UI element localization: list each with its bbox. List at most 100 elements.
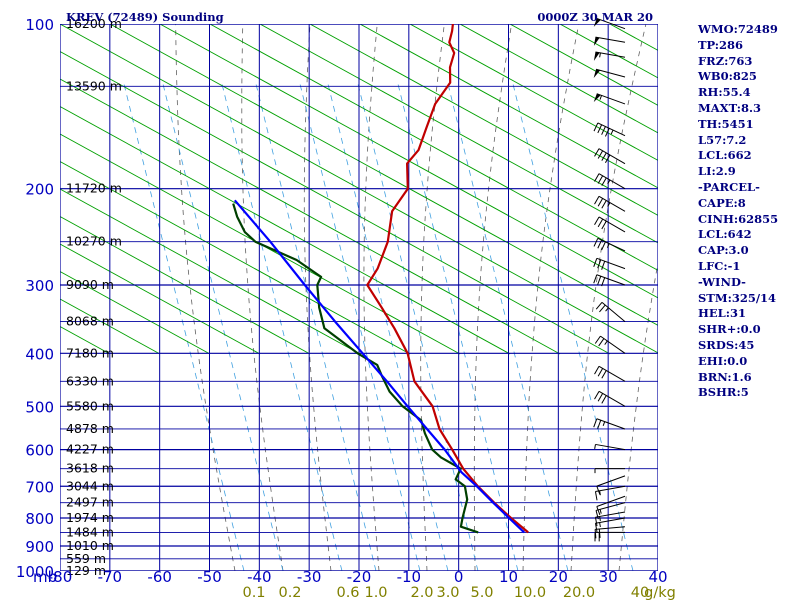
height-label: 4227 m (66, 442, 114, 457)
barb-flag (597, 150, 604, 159)
mixing-ratio-label: 0.1 (242, 585, 265, 600)
barb-half-flag (610, 129, 614, 135)
index-line: STM:325/14 (698, 290, 777, 305)
barb-flag (601, 395, 607, 404)
index-line: BSHR:5 (698, 385, 749, 400)
barb-flag (601, 200, 607, 209)
mixing-ratio-label: 0.6 (336, 585, 359, 600)
chart-time: 0000Z 30 MAR 20 (537, 10, 653, 24)
chart-station-title: KREV (72489) Sounding (66, 10, 224, 24)
temperature-tick-label: -50 (197, 568, 222, 586)
wind-barb (593, 257, 626, 270)
pressure-tick-label: 200 (25, 181, 54, 199)
barb-flag (594, 196, 600, 205)
pressure-tick-label: 400 (25, 345, 54, 363)
height-label: 13590 m (66, 78, 122, 93)
dry-adiabat (60, 24, 658, 354)
barb-flag (601, 220, 607, 230)
height-label: 4878 m (66, 421, 114, 436)
wind-barb (594, 511, 626, 527)
barb-staff (598, 195, 626, 212)
index-line: SHR+:0.0 (698, 322, 761, 337)
height-label: 559 m (66, 551, 106, 566)
dry-adiabat (60, 353, 61, 354)
barb-flag (594, 391, 600, 400)
stability-indices-panel: WMO:72489 TP:286 FRZ:763 WB0:825 RH:55.4 MAXT… (698, 22, 798, 401)
pressure-tick-label: 600 (25, 442, 54, 460)
mixing-ratio-label: 0.2 (278, 585, 301, 600)
barb-flag (597, 393, 604, 402)
barb-half-flag (605, 307, 609, 312)
barb-half-flag (599, 516, 601, 521)
barb-flag (594, 517, 598, 527)
barb-pennant (593, 37, 600, 46)
wind-barb (593, 68, 626, 78)
barb-flag (593, 274, 598, 284)
dry-adiabat (60, 270, 211, 355)
wind-barb (593, 36, 626, 46)
height-label: 3618 m (66, 461, 114, 476)
height-label: 9090 m (66, 277, 114, 292)
barb-flag (598, 338, 605, 347)
wind-barb (594, 148, 626, 165)
barb-flag (599, 304, 606, 313)
dry-adiabat (309, 24, 658, 216)
barb-flag (596, 485, 601, 495)
index-line: TP:286 (698, 37, 744, 52)
index-line: -PARCEL- (698, 179, 760, 194)
barb-flag (594, 216, 600, 226)
barb-pennant (593, 69, 601, 78)
barb-flag (597, 368, 604, 377)
wind-barb (593, 51, 626, 61)
barb-staff (595, 36, 626, 43)
moist-adiabat (363, 24, 380, 571)
moist-adiabat (473, 24, 512, 571)
index-line: FRZ:763 (698, 53, 753, 68)
barb-flag (595, 510, 599, 520)
barb-flag (604, 154, 611, 163)
barb-flag (594, 366, 600, 375)
dry-adiabat (209, 24, 658, 271)
barb-flag (604, 128, 610, 137)
barb-staff (596, 418, 626, 430)
pressure-tick-label: 300 (25, 277, 54, 295)
index-line: HEL:31 (698, 306, 746, 321)
barb-flag (601, 126, 606, 135)
index-line: BRN:1.6 (698, 369, 752, 384)
pressure-tick-label: 700 (25, 478, 54, 496)
barb-staff (596, 257, 626, 270)
height-label: 1484 m (66, 524, 114, 539)
wind-barb (593, 17, 626, 30)
wind-barb (594, 216, 626, 233)
mixing-ratio-label: 2.0 (410, 585, 433, 600)
barb-staff (597, 237, 626, 252)
index-line: CAP:3.0 (698, 243, 749, 258)
height-label: 10270 m (66, 234, 122, 249)
wind-barb (595, 301, 626, 322)
mixing-ratio-label: 10.0 (514, 585, 546, 600)
wind-barb (593, 418, 626, 430)
wind-barb (593, 122, 626, 137)
barb-half-flag (599, 522, 601, 527)
temperature-tick-label: -60 (147, 568, 172, 586)
height-label: 16200 m (66, 16, 122, 31)
barb-half-flag (594, 444, 596, 449)
grid (60, 24, 658, 571)
temperature-tick-label: -30 (297, 568, 322, 586)
barb-flag (594, 491, 598, 501)
barb-flag (601, 241, 606, 251)
height-label: 6330 m (66, 373, 114, 388)
pressure-tick-label: 800 (25, 510, 54, 528)
barb-staff (596, 495, 626, 507)
barb-flag (594, 173, 600, 182)
mixing-ratio-label: g/kg (644, 585, 676, 600)
barb-flag (597, 239, 603, 249)
barb-flag (594, 523, 598, 533)
barb-half-flag (599, 95, 603, 100)
wind-barb (594, 195, 626, 212)
height-label: 7180 m (66, 345, 114, 360)
dry-adiabat (359, 24, 658, 189)
mixing-ratio-label: 5.0 (470, 585, 493, 600)
